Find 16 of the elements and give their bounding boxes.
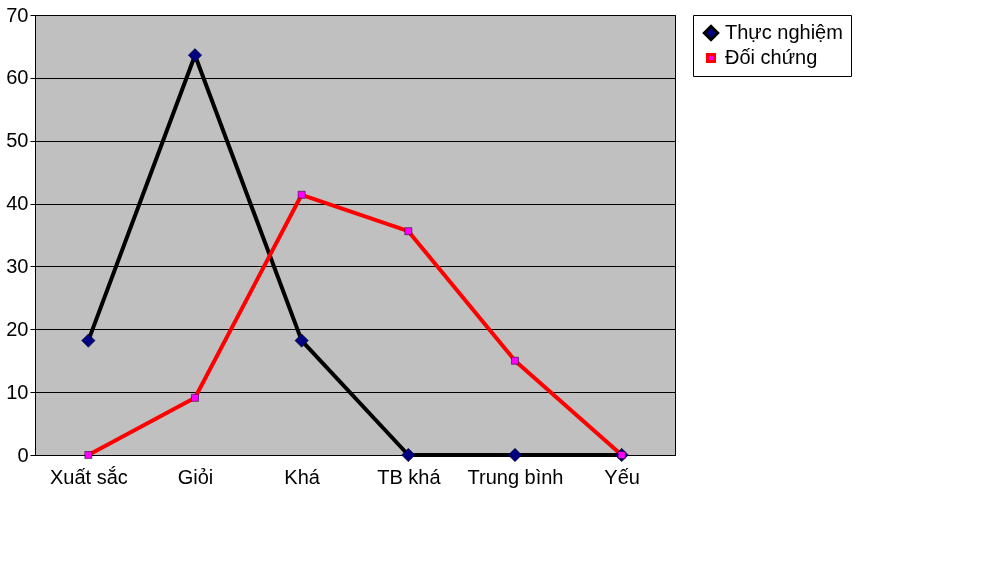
legend-label: Thực nghiệm [725, 21, 843, 43]
x-tick-label: TB khá [377, 465, 442, 488]
y-tick-label: 70 [6, 3, 29, 26]
legend-label: Đối chứng [725, 46, 818, 68]
y-tick-label: 30 [6, 254, 29, 277]
x-tick-label: Xuất sắc [49, 465, 128, 488]
y-tick-label: 50 [6, 129, 29, 152]
y-tick-label: 0 [17, 443, 29, 466]
x-tick-label: Yếu [604, 465, 640, 488]
x-tick-label: Trung bình [467, 465, 564, 488]
y-tick-label: 20 [6, 317, 29, 340]
y-tick-label: 60 [6, 66, 29, 89]
y-tick-label: 10 [6, 380, 29, 403]
x-tick-label: Khá [284, 465, 321, 488]
y-tick-label: 40 [6, 192, 29, 215]
x-tick-label: Giỏi [177, 465, 214, 488]
